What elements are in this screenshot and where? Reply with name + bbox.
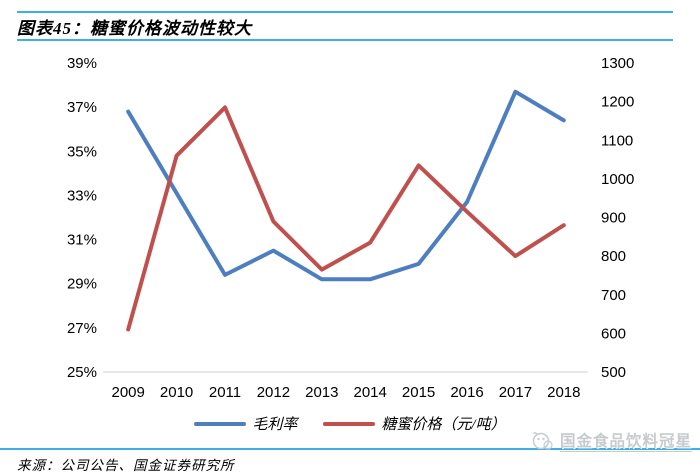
right-axis-tick: 700 <box>601 287 626 304</box>
x-axis-label: 2009 <box>112 384 145 401</box>
gross-margin-label: 毛利率 <box>252 417 298 433</box>
chart-title: 图表45：糖蜜价格波动性较大 <box>17 19 252 38</box>
legend: 毛利率 糖蜜价格（元/吨） <box>0 413 700 434</box>
legend-item-gross-margin[interactable]: 毛利率 <box>194 413 297 434</box>
left-axis-tick: 27% <box>67 320 97 337</box>
top-divider <box>17 11 673 13</box>
x-axis-label: 2014 <box>354 384 387 401</box>
x-axis-label: 2013 <box>305 384 338 401</box>
watermark-mascot-icon <box>532 431 553 450</box>
source-note: 来源：公司公告、国金证券研究所 <box>17 458 235 473</box>
x-axis-label: 2016 <box>450 384 483 401</box>
gross-margin-line-swatch <box>194 421 247 426</box>
molasses-price-line-swatch <box>323 421 376 426</box>
left-axis-tick: 29% <box>67 276 97 293</box>
x-axis-label: 2015 <box>402 384 435 401</box>
watermark-label: 国金食品饮料冠星 <box>559 429 692 452</box>
left-axis-tick: 37% <box>67 99 97 116</box>
right-axis-tick: 1100 <box>601 132 633 149</box>
right-axis-tick: 1200 <box>601 94 634 111</box>
molasses-price-line <box>126 105 566 332</box>
right-axis-tick: 600 <box>601 325 626 342</box>
right-axis-tick: 1300 <box>601 55 634 72</box>
right-axis-tick: 1000 <box>601 171 634 188</box>
x-axis-label: 2012 <box>257 384 290 401</box>
right-axis-tick: 900 <box>601 210 626 227</box>
left-axis-tick: 35% <box>67 143 97 160</box>
watermark: 国金食品饮料冠星 <box>532 429 692 452</box>
right-axis-tick: 800 <box>601 248 626 265</box>
x-axis-label: 2011 <box>209 384 241 401</box>
title-divider <box>17 39 673 41</box>
legend-item-molasses-price[interactable]: 糖蜜价格（元/吨） <box>323 413 506 434</box>
molasses-price-label: 糖蜜价格（元/吨） <box>381 417 506 433</box>
x-axis-label: 2018 <box>547 384 580 401</box>
left-axis-tick: 25% <box>67 364 97 381</box>
x-axis-label: 2010 <box>160 384 193 401</box>
left-axis-tick: 39% <box>67 55 97 72</box>
bottom-divider <box>0 448 700 450</box>
right-axis-tick: 500 <box>601 364 626 381</box>
x-axis-label: 2017 <box>499 384 532 401</box>
left-axis-tick: 31% <box>67 232 97 249</box>
left-axis-tick: 33% <box>67 187 97 204</box>
gross-margin-line <box>126 89 566 282</box>
